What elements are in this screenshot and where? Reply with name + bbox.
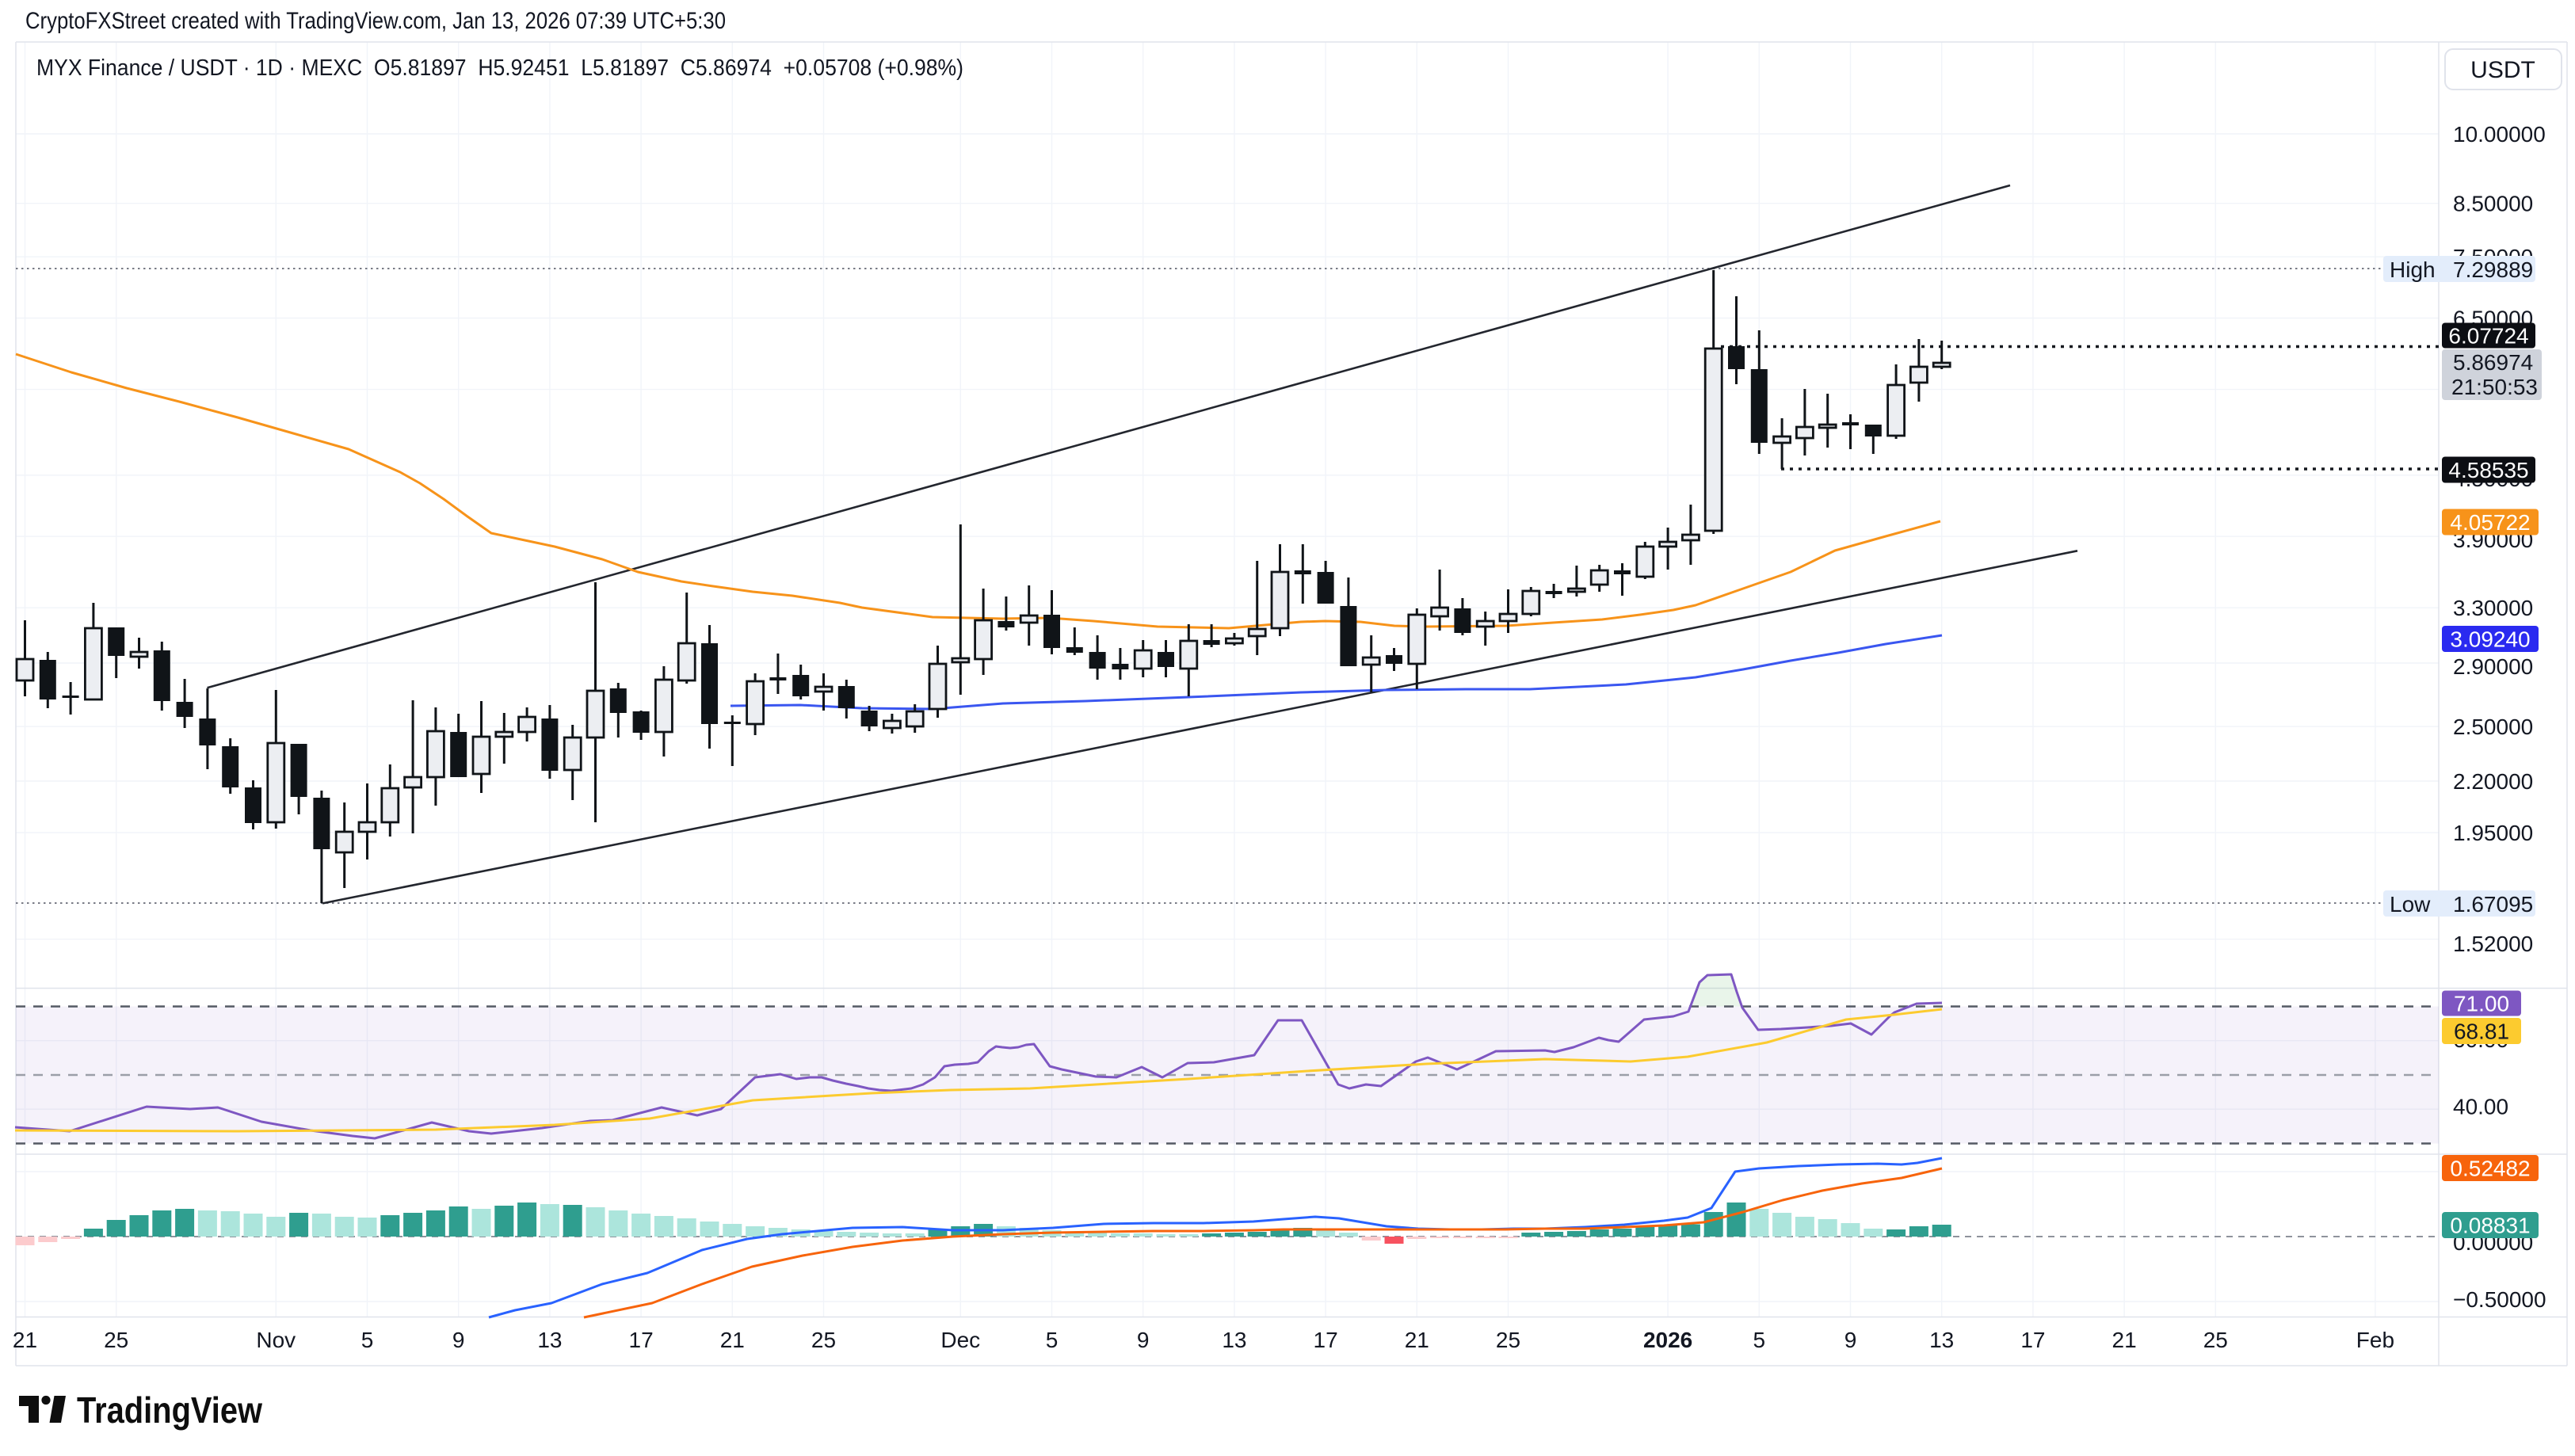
svg-text:Feb: Feb — [2356, 1328, 2394, 1352]
svg-text:21: 21 — [13, 1328, 37, 1352]
svg-text:0.52482: 0.52482 — [2450, 1156, 2530, 1180]
svg-text:5: 5 — [1046, 1328, 1059, 1352]
svg-text:71.00: 71.00 — [2454, 991, 2509, 1016]
svg-text:2026: 2026 — [1643, 1328, 1692, 1352]
svg-text:25: 25 — [104, 1328, 128, 1352]
svg-text:−0.50000: −0.50000 — [2453, 1287, 2546, 1312]
svg-text:9: 9 — [1844, 1328, 1857, 1352]
svg-text:17: 17 — [629, 1328, 654, 1352]
svg-text:4.58535: 4.58535 — [2448, 458, 2528, 482]
svg-text:17: 17 — [1314, 1328, 1338, 1352]
svg-text:2.50000: 2.50000 — [2453, 715, 2533, 739]
svg-text:9: 9 — [1137, 1328, 1150, 1352]
svg-text:13: 13 — [537, 1328, 562, 1352]
svg-text:21: 21 — [720, 1328, 745, 1352]
svg-text:13: 13 — [1222, 1328, 1246, 1352]
svg-text:13: 13 — [1929, 1328, 1954, 1352]
svg-text:10.00000: 10.00000 — [2453, 122, 2546, 147]
svg-text:1.52000: 1.52000 — [2453, 932, 2533, 956]
svg-text:25: 25 — [811, 1328, 836, 1352]
svg-text:USDT: USDT — [2470, 57, 2535, 83]
svg-text:5: 5 — [361, 1328, 374, 1352]
svg-text:21: 21 — [2112, 1328, 2137, 1352]
svg-text:25: 25 — [1496, 1328, 1520, 1352]
svg-text:21:50:53: 21:50:53 — [2451, 375, 2538, 399]
svg-text:3.30000: 3.30000 — [2453, 596, 2533, 620]
svg-text:9: 9 — [452, 1328, 465, 1352]
svg-text:TradingView: TradingView — [77, 1389, 262, 1431]
svg-text:68.81: 68.81 — [2454, 1019, 2509, 1043]
svg-text:Nov: Nov — [256, 1328, 296, 1352]
svg-text:21: 21 — [1405, 1328, 1429, 1352]
svg-text:5.86974: 5.86974 — [2453, 350, 2533, 375]
svg-text:25: 25 — [2203, 1328, 2228, 1352]
svg-text:0.08831: 0.08831 — [2450, 1213, 2530, 1237]
svg-text:17: 17 — [2020, 1328, 2045, 1352]
svg-text:Low: Low — [2390, 892, 2431, 917]
svg-text:High: High — [2390, 257, 2436, 282]
svg-text:2.90000: 2.90000 — [2453, 654, 2533, 679]
svg-text:2.20000: 2.20000 — [2453, 769, 2533, 794]
svg-text:40.00: 40.00 — [2453, 1094, 2508, 1119]
svg-text:8.50000: 8.50000 — [2453, 192, 2533, 216]
svg-text:6.07724: 6.07724 — [2448, 323, 2528, 348]
svg-text:1.67095: 1.67095 — [2453, 892, 2533, 917]
svg-text:Dec: Dec — [940, 1328, 980, 1352]
svg-text:7.29889: 7.29889 — [2453, 257, 2533, 282]
svg-text:3.09240: 3.09240 — [2450, 627, 2530, 651]
svg-text:5: 5 — [1753, 1328, 1766, 1352]
svg-text:4.05722: 4.05722 — [2450, 510, 2530, 535]
svg-text:CryptoFXStreet created with Tr: CryptoFXStreet created with TradingView.… — [25, 8, 726, 34]
svg-text:MYX Finance / USDT · 1D · MEXC: MYX Finance / USDT · 1D · MEXC O5.81897 … — [36, 55, 963, 81]
svg-text:1.95000: 1.95000 — [2453, 821, 2533, 845]
